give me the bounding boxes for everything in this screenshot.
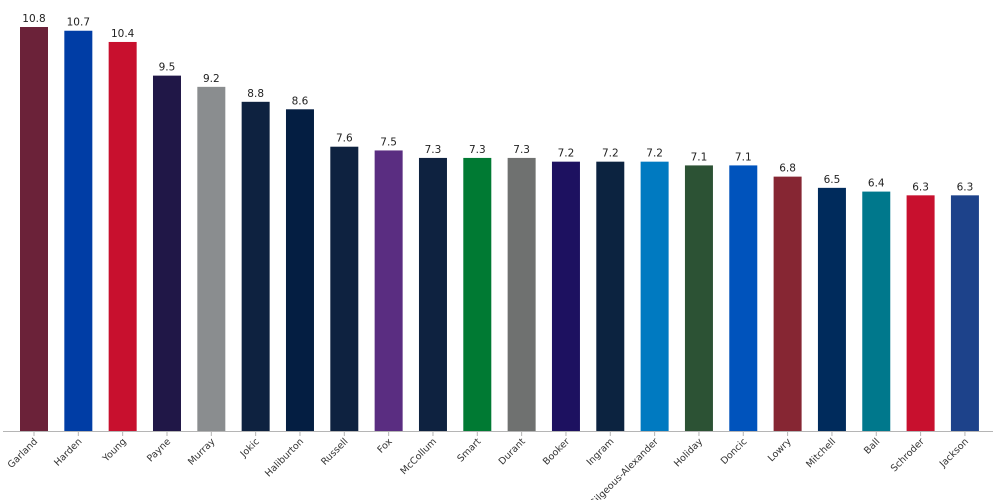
x-tick-label: Haliburton [263, 436, 306, 479]
x-tick-label: Ingram [585, 436, 617, 468]
bar-holiday [684, 165, 713, 431]
x-tick-label: Payne [145, 436, 173, 464]
bar-ingram [596, 161, 625, 431]
x-tick-label: Holiday [672, 436, 705, 469]
data-label: 6.8 [779, 163, 796, 175]
data-label: 7.2 [646, 148, 663, 160]
data-label: 8.8 [247, 88, 264, 100]
bar-jokic [241, 101, 270, 431]
bar-mitchell [817, 187, 846, 431]
bar-garland [20, 27, 48, 431]
data-label: 6.4 [868, 178, 885, 190]
data-label: 6.3 [957, 181, 974, 193]
data-label: 7.5 [380, 136, 397, 148]
data-label: 7.6 [336, 133, 353, 145]
x-tick-label: Mitchell [804, 436, 838, 470]
x-tick-label: Smart [455, 436, 483, 464]
x-tick-label: Fox [375, 436, 395, 456]
x-tick-label: Schroder [889, 436, 927, 474]
data-label: 10.8 [22, 13, 45, 25]
bar-russell [330, 146, 359, 431]
data-label: 7.3 [469, 144, 486, 156]
x-tick-label: Durant [497, 436, 528, 467]
bar-jackson [950, 195, 979, 431]
data-label: 10.4 [111, 28, 135, 40]
data-label: 8.6 [292, 95, 309, 107]
x-tick-label: Booker [541, 436, 572, 467]
bar-lowry [773, 176, 802, 431]
x-tick-label: Russell [319, 436, 350, 467]
bar-durant [507, 157, 536, 432]
bar-payne [152, 75, 181, 431]
bar-haliburton [285, 109, 314, 431]
bar-young [108, 41, 137, 432]
data-label: 7.3 [513, 144, 530, 156]
x-tick-label: Murray [186, 436, 218, 468]
data-label: 7.2 [602, 148, 619, 160]
data-label: 7.1 [735, 151, 752, 163]
x-tick-label: Lowry [766, 436, 794, 464]
bar-ball [862, 191, 891, 431]
data-label: 9.2 [203, 73, 220, 85]
bar-harden [64, 30, 93, 431]
data-label: 7.1 [691, 151, 708, 163]
x-tick-label: Young [100, 436, 129, 465]
x-tick-label: Garland [6, 436, 40, 470]
data-label: 7.3 [425, 144, 442, 156]
x-tick-label: Jokic [238, 436, 262, 460]
x-tick-label: Harden [52, 436, 84, 468]
x-tick-label: McCollum [398, 436, 439, 477]
data-label: 10.7 [67, 17, 90, 29]
data-label: 6.5 [824, 174, 841, 186]
x-tick-label: Ball [862, 436, 882, 456]
bar-smart [463, 157, 492, 432]
bar-gilgeous-alexander [640, 161, 669, 431]
bar-fox [374, 150, 403, 431]
data-label: 9.5 [159, 62, 176, 74]
data-label: 6.3 [912, 181, 929, 193]
bar-doncic [729, 165, 758, 431]
x-tick-label: Jackson [937, 436, 971, 470]
data-label: 7.2 [558, 148, 575, 160]
bar-murray [197, 86, 226, 431]
x-tick-label: Doncic [719, 436, 750, 467]
bar-booker [551, 161, 580, 431]
bar-schroder [906, 195, 935, 431]
bar-mccollum [418, 157, 447, 432]
